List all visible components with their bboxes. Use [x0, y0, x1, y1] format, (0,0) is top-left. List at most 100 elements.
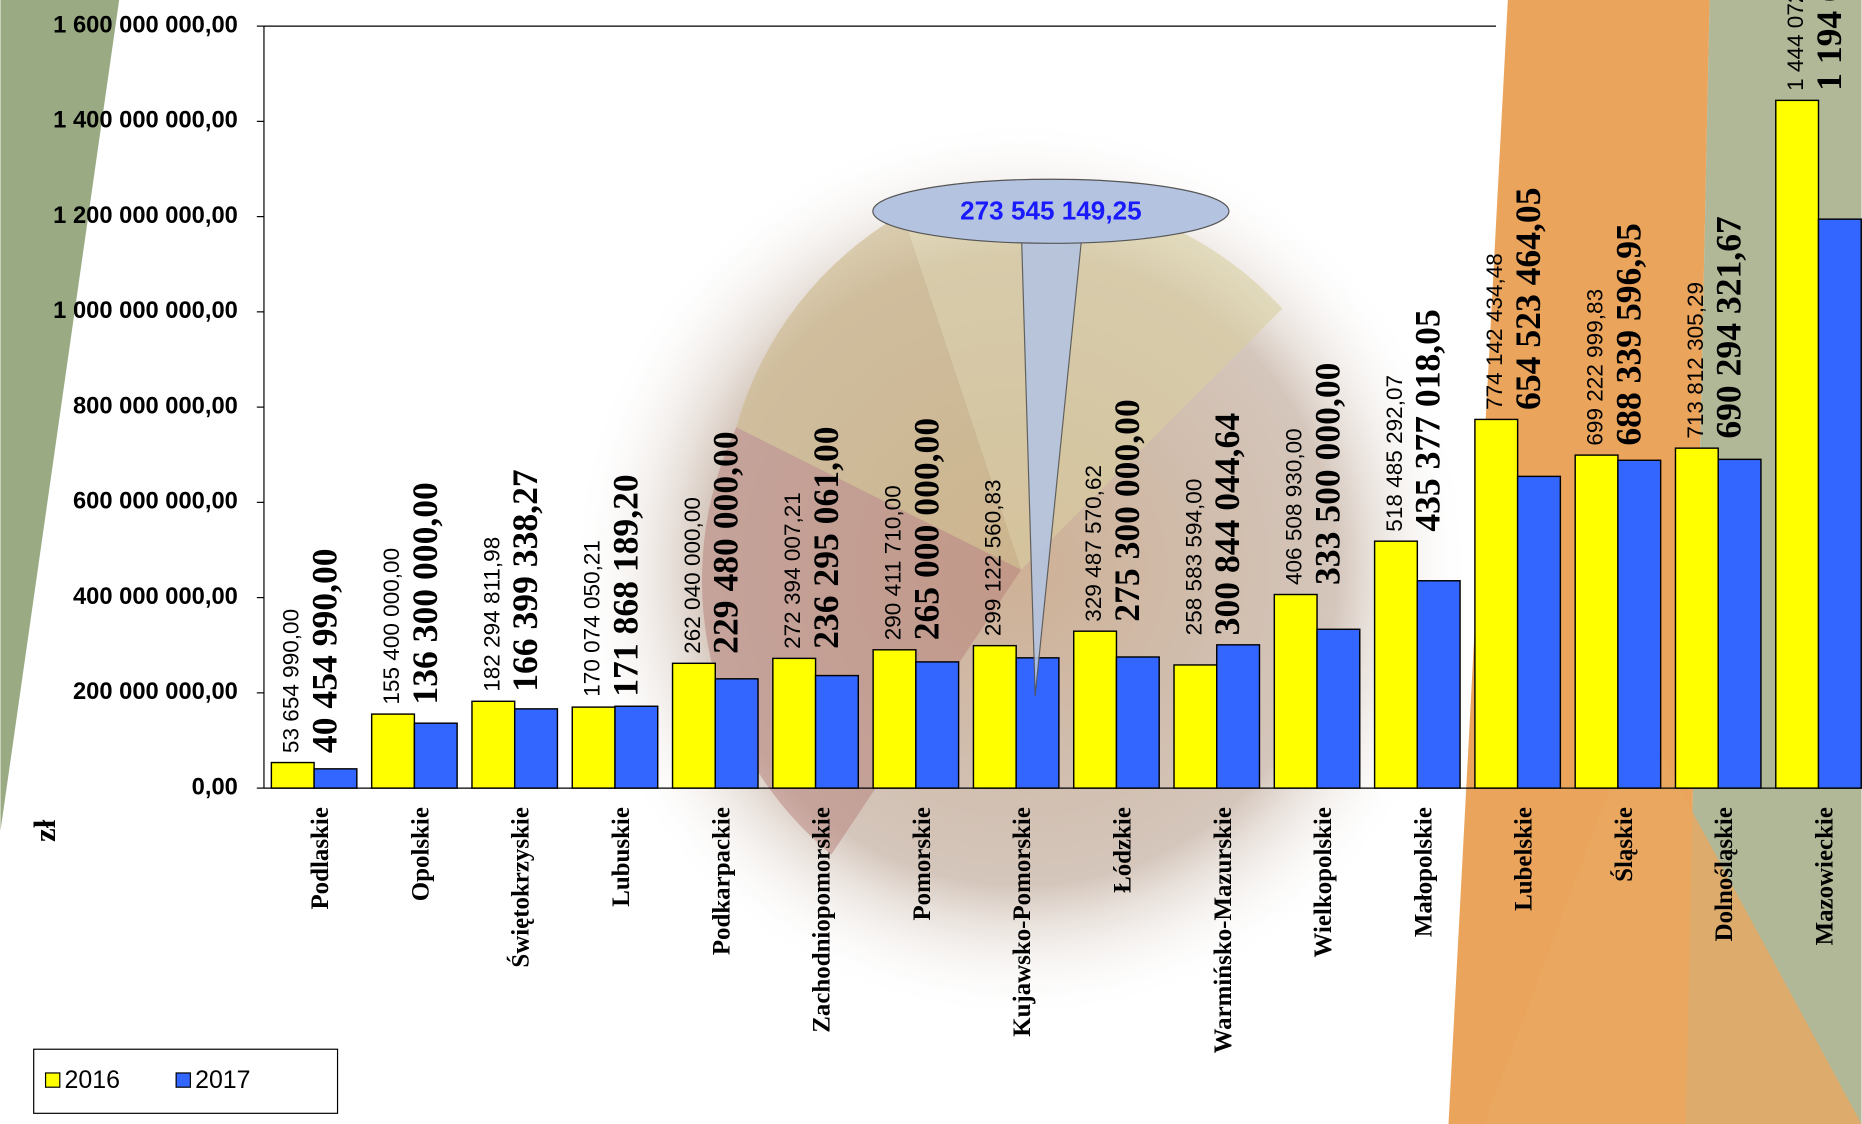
bar [1073, 630, 1118, 789]
value-label: 171 868 189,20 [605, 474, 645, 696]
x-tick-label: Mazowieckie [1812, 807, 1839, 945]
value-label: 40 454 990,00 [305, 548, 345, 753]
value-label: 713 812 305,29 [1683, 282, 1708, 439]
bar [471, 700, 516, 789]
x-tick-label: Lubelskie [1511, 807, 1538, 911]
value-label: 53 654 990,00 [279, 609, 304, 753]
x-tick-label: Lubuskie [608, 807, 635, 907]
value-label: 275 300 000,00 [1107, 399, 1147, 621]
x-tick-label: Podkarpackie [708, 807, 735, 955]
bar [1115, 656, 1160, 789]
bar [714, 678, 759, 789]
y-tick-label: 200 000 000,00 [73, 679, 238, 705]
bar [1775, 99, 1820, 789]
x-tick-label: Wielkopolskie [1310, 807, 1337, 957]
callout-label: 273 545 149,25 [960, 195, 1142, 225]
x-tick-label: Zachodniopomorskie [809, 807, 836, 1033]
value-label: 166 399 338,27 [505, 469, 545, 691]
value-label: 265 000 000,00 [906, 418, 946, 640]
bar [1316, 628, 1361, 789]
x-tick-label: Warmińsko-Mazurskie [1210, 807, 1237, 1053]
plot-area: 0,00 200 000 000,00 400 000 000,00 600 000 … [53, 0, 1862, 1053]
value-label: 699 222 999,83 [1583, 289, 1608, 446]
bar [915, 661, 960, 789]
value-label: 299 122 560,83 [981, 479, 1006, 636]
y-tick-label: 600 000 000,00 [73, 489, 238, 515]
x-tick-label: Kujawsko-Pomorskie [1009, 807, 1036, 1037]
y-axis-label: zł [28, 819, 62, 842]
x-tick-label: Dolnośląskie [1711, 807, 1738, 941]
y-tick-label: 1 000 000 000,00 [53, 298, 238, 324]
bar [413, 722, 458, 789]
x-tick-label: Opolskie [407, 807, 434, 901]
bar [1216, 644, 1261, 789]
bar [872, 649, 917, 789]
bar [671, 662, 716, 789]
bar [1373, 540, 1419, 789]
value-label: 182 294 811,98 [479, 537, 504, 692]
value-label: 236 295 061,00 [806, 426, 846, 648]
legend-swatch [44, 1072, 61, 1088]
bar [1674, 447, 1719, 789]
y-tick-label: 400 000 000,00 [73, 584, 238, 610]
value-label: 262 040 000,00 [680, 497, 705, 654]
bar [1015, 657, 1060, 789]
y-tick-label: 1 400 000 000,00 [53, 108, 238, 134]
bar [972, 644, 1017, 789]
value-label: 690 294 321,67 [1709, 216, 1749, 438]
legend-label: 2017 [195, 1066, 250, 1094]
bar [1617, 459, 1662, 789]
bar [571, 706, 616, 789]
y-tick-label: 1 600 000 000,00 [53, 12, 238, 38]
bar [1474, 418, 1519, 789]
x-tick-label: Śląskie [1610, 807, 1638, 882]
legend-items: 2016 2017 [44, 1066, 251, 1094]
bar [772, 657, 817, 789]
bar [513, 708, 559, 789]
value-label: 774 142 434,48 [1482, 253, 1507, 410]
x-tick-label: Świętokrzyskie [507, 807, 535, 968]
value-label: 406 508 930,00 [1282, 428, 1307, 585]
value-label: 1 194 693 745,14 [1809, 0, 1849, 91]
value-label: 1 444 072 513,97 [1783, 0, 1808, 91]
value-label: 136 300 000,00 [405, 482, 445, 704]
bar [1416, 580, 1461, 789]
bar [1574, 454, 1619, 789]
x-tick-label: Podlaskie [307, 807, 334, 909]
y-tick-label: 1 200 000 000,00 [53, 203, 238, 229]
y-tick-label: 0,00 [192, 774, 238, 800]
x-tick-label: Łódzkie [1109, 807, 1136, 893]
value-label: 333 500 000,00 [1307, 363, 1347, 585]
bar [1717, 458, 1762, 789]
value-label: 229 480 000,00 [706, 431, 746, 653]
bar [1817, 218, 1862, 789]
value-label: 435 377 018,05 [1408, 309, 1448, 531]
bar [313, 768, 358, 789]
bar [370, 713, 416, 789]
value-label: 518 485 292,07 [1382, 375, 1407, 532]
callout-bubble [872, 178, 1230, 244]
bar [270, 761, 315, 789]
value-label: 290 411 710,00 [880, 485, 905, 640]
x-tick-label: Pomorskie [909, 807, 936, 920]
value-label: 258 583 594,00 [1181, 479, 1206, 636]
value-label: 688 339 596,95 [1608, 223, 1648, 445]
x-tick-label: Małopolskie [1410, 807, 1437, 937]
bar [1173, 664, 1218, 789]
legend-label: 2016 [65, 1066, 120, 1094]
value-label: 329 487 570,62 [1081, 465, 1106, 622]
legend-swatch [175, 1072, 191, 1088]
bar [1516, 475, 1562, 789]
value-label: 170 074 050,21 [580, 540, 605, 697]
bar [814, 674, 860, 789]
y-tick-label: 800 000 000,00 [73, 393, 238, 419]
bar [1273, 593, 1318, 789]
value-label: 654 523 464,05 [1508, 187, 1548, 409]
value-label: 272 394 007,21 [780, 492, 805, 649]
bar [614, 705, 659, 789]
value-label: 300 844 044,64 [1207, 413, 1247, 636]
value-label: 155 400 000,00 [379, 548, 404, 705]
